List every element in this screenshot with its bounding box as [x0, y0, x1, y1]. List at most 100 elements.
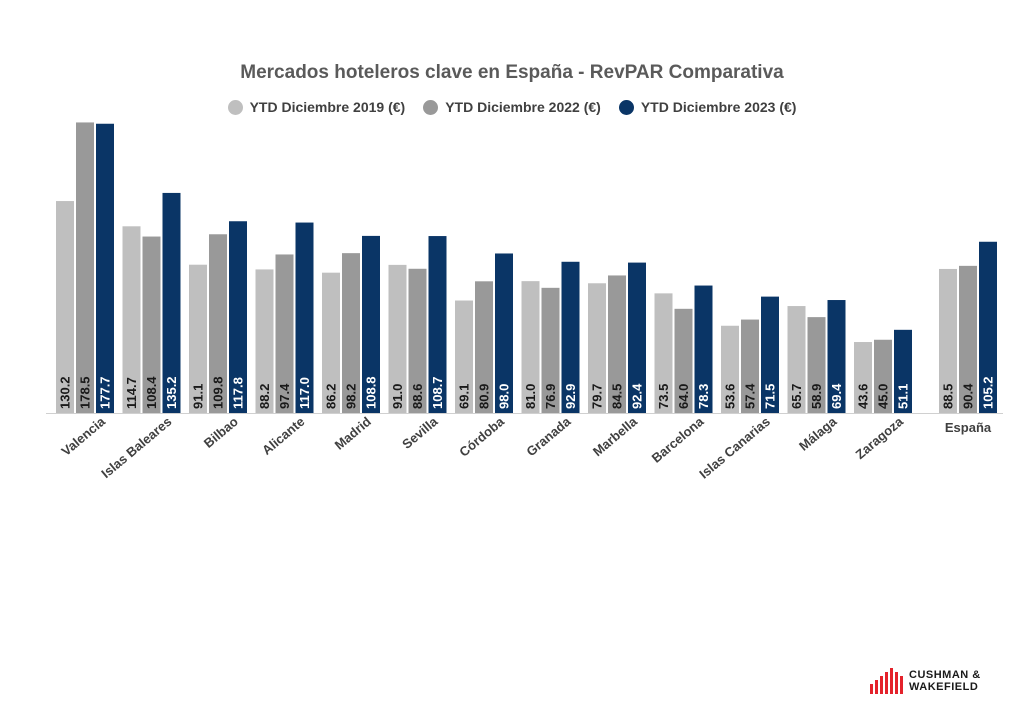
category-label-alicante: Alicante — [259, 414, 307, 458]
legend-item-2019: YTD Diciembre 2019 (€) — [227, 99, 406, 115]
data-label-sevilla-0: 91.0 — [390, 384, 405, 409]
category-label-marbella: Marbella — [590, 413, 641, 459]
category-label-barcelona: Barcelona — [649, 413, 707, 465]
data-label-malaga-1: 58.9 — [809, 384, 824, 409]
legend-label-2019: YTD Diciembre 2019 (€) — [249, 99, 406, 115]
data-label-barcelona-1: 64.0 — [676, 384, 691, 409]
data-label-bilbao-0: 91.1 — [191, 384, 206, 409]
chart-legend: YTD Diciembre 2019 (€) YTD Diciembre 202… — [0, 99, 1024, 115]
data-label-espana-1: 90.4 — [961, 383, 976, 409]
bar-sevilla-2 — [428, 236, 447, 413]
data-label-islas-canarias-1: 57.4 — [743, 383, 758, 409]
category-label-cordoba: Córdoba — [456, 413, 507, 459]
legend-item-2023: YTD Diciembre 2023 (€) — [618, 99, 797, 115]
data-label-madrid-0: 86.2 — [324, 384, 339, 409]
legend-swatch-2023 — [618, 99, 634, 115]
category-label-madrid: Madrid — [332, 414, 374, 453]
data-label-zaragoza-1: 45.0 — [876, 384, 891, 409]
bar-sevilla-1 — [408, 268, 427, 413]
bar-granada-1 — [541, 287, 560, 413]
data-label-alicante-2: 117.0 — [297, 377, 312, 409]
data-label-barcelona-2: 78.3 — [696, 384, 711, 409]
data-label-sevilla-1: 88.6 — [410, 384, 425, 409]
data-label-valencia-0: 130.2 — [58, 376, 73, 409]
category-label-valencia: Valencia — [58, 413, 108, 458]
bar-zaragoza-1 — [874, 339, 892, 413]
logo-text-line2: WAKEFIELD — [909, 681, 979, 693]
bar-alicante-2 — [295, 222, 314, 413]
data-label-bilbao-2: 117.8 — [231, 377, 246, 409]
chart-title: Mercados hoteleros clave en España - Rev… — [240, 62, 784, 83]
bar-marbella-0 — [588, 283, 606, 413]
logo-text: CUSHMAN & WAKEFIELD — [909, 669, 981, 693]
data-label-espana-2: 105.2 — [981, 376, 996, 409]
data-label-valencia-2: 177.7 — [98, 376, 113, 409]
bar-granada-2 — [561, 261, 580, 413]
bar-bilbao-0 — [189, 264, 207, 413]
cushman-wakefield-logo: CUSHMAN & WAKEFIELD — [870, 668, 981, 694]
bar-alicante-0 — [255, 269, 274, 413]
data-label-malaga-2: 69.4 — [829, 383, 844, 409]
bar-malaga-1 — [807, 317, 826, 413]
bar-madrid-1 — [342, 253, 360, 413]
data-label-cordoba-2: 98.0 — [497, 384, 512, 409]
bar-cordoba-0 — [455, 300, 473, 413]
data-label-islas-baleares-0: 114.7 — [124, 377, 139, 409]
category-label-malaga: Málaga — [796, 413, 840, 453]
bar-barcelona-0 — [654, 293, 673, 413]
data-label-cordoba-1: 80.9 — [477, 384, 492, 409]
bar-islas-baleares-1 — [142, 236, 161, 413]
category-label-islas-baleares: Islas Baleares — [98, 414, 174, 481]
category-label-granada: Granada — [523, 413, 574, 459]
data-label-marbella-0: 79.7 — [590, 384, 605, 409]
legend-swatch-2022 — [423, 99, 439, 115]
bar-cordoba-1 — [475, 281, 493, 413]
data-label-islas-canarias-0: 53.6 — [723, 384, 738, 409]
bar-valencia-0 — [56, 201, 74, 413]
data-label-cordoba-0: 69.1 — [457, 384, 472, 409]
category-label-bilbao: Bilbao — [201, 414, 241, 451]
data-label-madrid-2: 108.8 — [364, 376, 379, 409]
data-label-granada-0: 81.0 — [523, 384, 538, 409]
bar-zaragoza-2 — [894, 329, 912, 413]
bar-barcelona-2 — [694, 285, 713, 413]
data-label-espana-0: 88.5 — [941, 384, 956, 409]
data-label-madrid-1: 98.2 — [344, 384, 359, 409]
data-label-sevilla-2: 108.7 — [430, 376, 445, 409]
data-label-valencia-1: 178.5 — [78, 376, 93, 409]
bar-granada-0 — [521, 281, 540, 413]
data-label-alicante-0: 88.2 — [257, 384, 272, 409]
bar-islas-canarias-2 — [761, 296, 779, 413]
data-label-islas-baleares-2: 135.2 — [164, 376, 179, 409]
bar-valencia-2 — [96, 123, 114, 413]
bar-espana-2 — [979, 241, 997, 413]
data-label-islas-baleares-1: 108.4 — [144, 376, 159, 409]
category-label-espana: España — [945, 420, 992, 435]
bar-marbella-1 — [608, 275, 626, 413]
bar-malaga-0 — [787, 306, 806, 413]
bar-zaragoza-0 — [854, 342, 872, 413]
bar-valencia-1 — [76, 122, 94, 414]
data-label-malaga-0: 65.7 — [789, 384, 804, 409]
bar-alicante-1 — [275, 254, 294, 413]
data-label-zaragoza-0: 43.6 — [856, 384, 871, 409]
bar-cordoba-2 — [495, 253, 513, 413]
bar-islas-baleares-0 — [122, 226, 141, 413]
bar-madrid-2 — [362, 235, 380, 413]
category-label-zaragoza: Zaragoza — [853, 413, 907, 462]
data-label-alicante-1: 97.4 — [277, 383, 292, 409]
bar-bilbao-2 — [229, 221, 247, 413]
legend-swatch-2019 — [227, 99, 243, 115]
data-label-granada-2: 92.9 — [563, 384, 578, 409]
legend-item-2022: YTD Diciembre 2022 (€) — [423, 99, 601, 115]
data-label-granada-1: 76.9 — [543, 384, 558, 409]
bar-sevilla-0 — [388, 264, 407, 413]
logo-bars-icon — [870, 668, 903, 694]
bar-malaga-2 — [827, 300, 846, 413]
bar-espana-1 — [959, 265, 977, 413]
bar-marbella-2 — [628, 262, 646, 413]
data-label-marbella-2: 92.4 — [630, 383, 645, 409]
bar-islas-canarias-1 — [741, 319, 759, 413]
legend-label-2023: YTD Diciembre 2023 (€) — [640, 99, 797, 115]
data-label-zaragoza-2: 51.1 — [896, 384, 911, 409]
